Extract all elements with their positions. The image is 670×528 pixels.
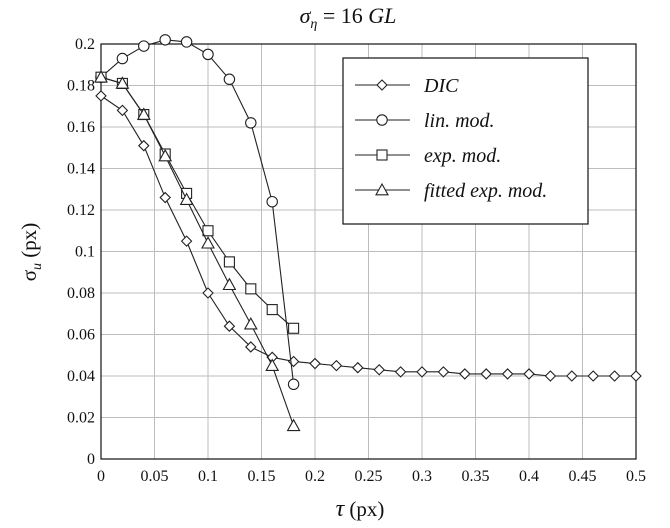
data-point-circle — [180, 36, 193, 48]
data-point-circle — [116, 52, 129, 65]
chart-title: ση = 16 GL — [300, 3, 397, 32]
data-point-circle — [202, 48, 214, 61]
data-point-triangle — [243, 316, 258, 330]
tick-labels: 0 0.05 0.1 0.15 0.2 0.25 0.3 0.35 0.4 0.45 0.5 0 0.0… — [67, 36, 646, 485]
legend: DIC lin. mod. exp. mod. fitted exp. mod. — [342, 57, 589, 225]
data-point-triangle — [158, 148, 173, 162]
series-group — [94, 34, 642, 432]
data-point-circle — [138, 40, 150, 52]
legend-label: lin. mod. — [424, 110, 495, 132]
y-tick-label: 0.08 — [67, 285, 95, 302]
x-axis-label: τ (px) — [336, 496, 385, 522]
data-point-triangle — [201, 236, 215, 249]
data-point-diamond — [394, 366, 407, 378]
data-point-triangle — [222, 277, 237, 291]
x-tick-label: 0.45 — [569, 468, 597, 485]
legend-marker-triangle — [375, 182, 389, 196]
x-tick-label: 0.25 — [355, 468, 383, 485]
data-point-circle — [159, 34, 171, 46]
data-point-diamond — [245, 341, 257, 353]
data-point-diamond — [309, 357, 321, 370]
data-point-square — [266, 304, 278, 316]
data-point-square — [202, 225, 214, 237]
data-point-diamond — [480, 368, 492, 380]
series-line-fitted-exp-mod — [100, 76, 295, 426]
data-point-diamond — [330, 359, 343, 372]
legend-entry-dic: DIC — [355, 75, 459, 97]
x-tick-label: 0.4 — [519, 468, 539, 485]
data-point-triangle — [136, 107, 151, 120]
data-point-diamond — [587, 370, 599, 382]
data-point-diamond — [95, 90, 107, 102]
data-point-triangle — [115, 76, 130, 89]
legend-label: fitted exp. mod. — [424, 180, 547, 202]
data-point-diamond — [416, 366, 428, 378]
legend-label: DIC — [423, 75, 459, 97]
y-tick-label: 0.12 — [67, 202, 95, 219]
data-point-circle — [223, 73, 236, 86]
y-tick-label: 0.14 — [67, 161, 95, 178]
y-tick-label: 0.16 — [67, 119, 95, 136]
legend-label: exp. mod. — [424, 145, 501, 167]
data-point-diamond — [608, 370, 621, 382]
y-tick-label: 0.2 — [75, 36, 95, 53]
data-point-square — [288, 322, 300, 334]
legend-marker-diamond — [376, 79, 388, 91]
data-point-circle — [245, 117, 257, 129]
data-point-diamond — [566, 370, 578, 382]
data-point-diamond — [159, 191, 171, 204]
data-point-square — [223, 256, 235, 268]
data-point-diamond — [437, 366, 450, 378]
x-tick-label: 0.35 — [462, 468, 490, 485]
y-tick-label: 0.1 — [75, 244, 95, 261]
y-tick-label: 0 — [87, 451, 95, 468]
legend-entry-lin-mod: lin. mod. — [355, 110, 495, 132]
x-tick-label: 0.2 — [305, 468, 325, 485]
y-tick-label: 0.06 — [67, 327, 95, 344]
legend-entry-exp-mod: exp. mod. — [355, 145, 501, 167]
legend-entry-fitted-exp-mod: fitted exp. mod. — [355, 180, 547, 202]
data-point-diamond — [373, 363, 385, 376]
legend-marker-circle — [376, 114, 388, 126]
legend-marker-square — [376, 149, 388, 161]
data-point-triangle — [286, 418, 301, 432]
y-axis-label: σu (px) — [17, 223, 45, 282]
x-tick-label: 0.05 — [141, 468, 169, 485]
x-tick-label: 0.1 — [198, 468, 218, 485]
series-line-exp-mod — [100, 76, 294, 329]
plot-frame — [100, 43, 637, 460]
x-tick-label: 0.5 — [626, 468, 646, 485]
y-tick-label: 0.18 — [67, 78, 95, 95]
data-point-diamond — [180, 235, 193, 247]
x-tick-label: 0.15 — [248, 468, 276, 485]
data-point-circle — [266, 195, 278, 208]
data-point-diamond — [523, 368, 535, 380]
x-tick-label: 0 — [97, 468, 105, 485]
data-point-triangle — [265, 358, 280, 371]
series-lin-mod — [95, 34, 300, 391]
data-point-diamond — [202, 287, 214, 299]
data-point-triangle — [94, 70, 108, 83]
series-dic — [95, 90, 642, 382]
data-point-diamond — [544, 370, 557, 382]
data-point-circle — [287, 378, 300, 391]
x-tick-label: 0.3 — [412, 468, 432, 485]
data-point-diamond — [630, 370, 642, 382]
data-point-diamond — [116, 104, 129, 117]
y-tick-label: 0.04 — [67, 368, 95, 385]
data-point-diamond — [352, 361, 364, 374]
data-point-square — [245, 283, 257, 295]
y-tick-label: 0.02 — [67, 410, 95, 427]
data-point-diamond — [501, 368, 514, 380]
series-line-lin-mod — [100, 39, 295, 385]
series-fitted-exp-mod — [94, 70, 301, 432]
data-point-triangle — [179, 192, 194, 205]
data-point-diamond — [223, 320, 236, 332]
data-point-diamond — [138, 139, 150, 152]
data-point-diamond — [459, 368, 471, 380]
